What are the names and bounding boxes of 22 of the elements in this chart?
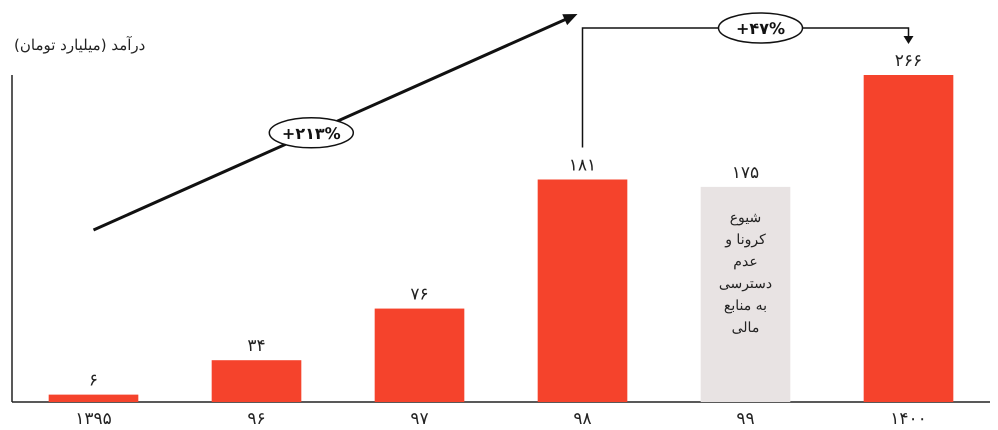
- x-tick-label: ۹۷: [410, 409, 429, 429]
- bar: [212, 360, 302, 402]
- bar: [538, 179, 628, 402]
- y-axis-title: درآمد (میلیارد تومان): [14, 35, 146, 54]
- data-label: ۳۴: [247, 336, 266, 356]
- bar: [374, 308, 464, 402]
- bar: [48, 394, 138, 402]
- x-tick-label: ۹۹: [736, 409, 755, 429]
- annotation: +۲۱۳%: [282, 124, 341, 143]
- x-tick-label: ۱۴۰۰: [890, 409, 927, 429]
- bar: [700, 186, 790, 402]
- x-tick-label: ۱۳۹۵: [75, 409, 112, 429]
- data-label: ۶: [88, 370, 98, 391]
- data-label: ۱۸۱: [568, 155, 596, 176]
- annotation: شیوع کرونا و عدم دسترسی به منابع مالی: [718, 208, 774, 338]
- bar: [864, 75, 954, 402]
- x-tick-label: ۹۶: [247, 409, 266, 429]
- data-label: ۷۶: [410, 284, 429, 305]
- data-label: ۲۶۶: [894, 51, 922, 71]
- text: +۴۷%: [736, 19, 785, 38]
- data-label: ۱۷۵: [732, 162, 760, 183]
- x-tick-label: ۹۸: [573, 409, 592, 429]
